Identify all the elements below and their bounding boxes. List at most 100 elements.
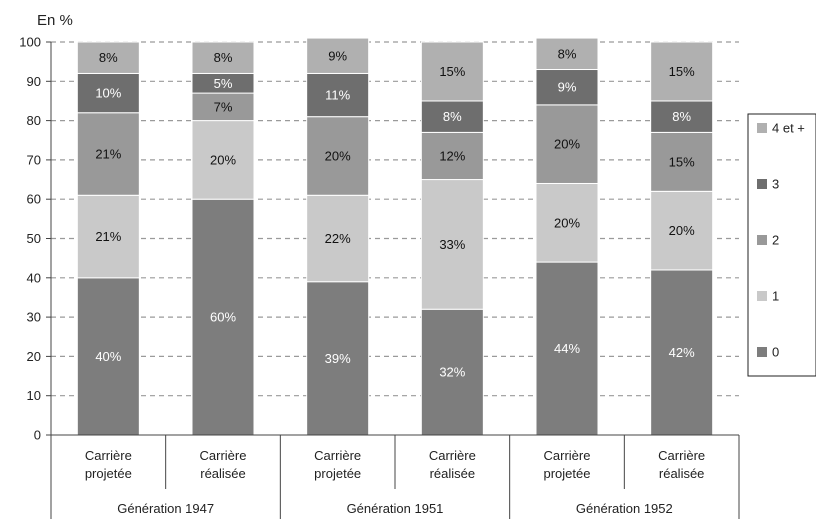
bar-segment	[650, 100, 714, 133]
legend-swatch	[757, 123, 767, 133]
data-label: 11%	[325, 88, 350, 103]
data-label: 20%	[210, 152, 236, 167]
x-category-label: réalisée	[659, 466, 705, 481]
x-category-label: Carrière	[429, 448, 476, 463]
bar-segment	[535, 69, 599, 106]
bar-segment	[650, 190, 714, 271]
legend-swatch	[757, 179, 767, 189]
data-label: 40%	[95, 349, 121, 364]
data-label: 10%	[95, 86, 121, 101]
y-tick-label: 10	[27, 388, 41, 403]
bar-segment	[535, 37, 599, 71]
data-label: 8%	[558, 46, 577, 61]
bar-segment	[191, 120, 255, 200]
x-category-label: Carrière	[544, 448, 591, 463]
y-tick-label: 60	[27, 192, 41, 207]
legend-entry: 4 et +	[772, 121, 805, 136]
data-label: 60%	[210, 310, 236, 325]
bar-segment	[650, 41, 714, 102]
legend-entry: 3	[772, 177, 779, 192]
data-label: 20%	[669, 223, 695, 238]
data-label: 44%	[554, 341, 580, 356]
y-tick-label: 80	[27, 113, 41, 128]
x-category-label: projetée	[314, 466, 361, 481]
data-label: 15%	[669, 64, 695, 79]
data-label: 9%	[558, 80, 577, 95]
bar-segment	[76, 194, 140, 279]
data-label: 8%	[214, 50, 233, 65]
bar-segment	[306, 194, 370, 283]
bar-segment	[420, 41, 484, 102]
data-label: 32%	[439, 365, 465, 380]
bar-segment	[306, 281, 370, 436]
data-label: 20%	[325, 148, 351, 163]
bar-stacks: 40% 21% 21% 10% 8% 60% 20% 7% 5% 8% 39% 22% 20% 11% 9%…	[76, 37, 714, 436]
x-category-label: Carrière	[658, 448, 705, 463]
data-label: 9%	[328, 48, 347, 63]
legend: 4 et + 3 2 1 0	[747, 113, 816, 377]
data-label: 33%	[439, 237, 465, 252]
legend-entry: 2	[772, 233, 779, 248]
bar-segment	[535, 261, 599, 436]
data-label: 7%	[214, 99, 233, 114]
data-label: 15%	[439, 64, 465, 79]
bar-segment	[420, 131, 484, 181]
x-axis: Carrière projetée Carrière réalisée Carrière…	[50, 434, 740, 519]
legend-swatch	[757, 291, 767, 301]
x-group-label: Génération 1952	[576, 501, 673, 516]
data-label: 21%	[95, 147, 121, 162]
bar-segment	[420, 308, 484, 436]
y-tick-label: 40	[27, 270, 41, 285]
bar-segment	[76, 72, 140, 114]
legend-swatch	[757, 235, 767, 245]
x-category-label: projetée	[85, 466, 132, 481]
bar-segment	[535, 104, 599, 184]
bar-segment	[191, 41, 255, 74]
x-category-label: réalisée	[430, 466, 476, 481]
legend-entry: 1	[772, 289, 779, 304]
bar-segment	[650, 131, 714, 192]
bar-segment	[420, 100, 484, 133]
y-tick-label: 20	[27, 349, 41, 364]
data-label: 12%	[439, 148, 465, 163]
y-axis-unit-label: En %	[37, 12, 73, 29]
data-label: 8%	[443, 109, 462, 124]
x-group-label: Génération 1947	[117, 501, 214, 516]
bar-segment	[191, 198, 255, 436]
data-label: 42%	[669, 345, 695, 360]
data-label: 8%	[672, 109, 691, 124]
bar-segment	[306, 72, 370, 118]
bar-segment	[76, 41, 140, 74]
x-category-label: projetée	[544, 466, 591, 481]
gridlines	[51, 41, 739, 397]
y-tick-label: 50	[27, 231, 41, 246]
y-tick-label: 100	[19, 35, 41, 50]
data-label: 15%	[669, 154, 695, 169]
data-label: 39%	[325, 351, 351, 366]
data-label: 5%	[214, 76, 233, 91]
y-tick-label: 70	[27, 152, 41, 167]
data-label: 22%	[325, 231, 351, 246]
bar-segment	[76, 112, 140, 196]
y-tick-label: 90	[27, 74, 41, 89]
data-label: 8%	[99, 50, 118, 65]
y-tick-label: 0	[34, 428, 41, 443]
data-label: 20%	[554, 215, 580, 230]
bar-segment	[76, 277, 140, 436]
legend-swatch	[757, 347, 767, 357]
x-category-label: Carrière	[314, 448, 361, 463]
bar-segment	[306, 116, 370, 196]
x-category-label: Carrière	[200, 448, 247, 463]
x-category-label: réalisée	[200, 466, 246, 481]
bar-segment	[420, 179, 484, 310]
x-group-label: Génération 1951	[347, 501, 444, 516]
bar-segment	[306, 37, 370, 74]
y-axis: 0 10 20 30 40 50 60 70 80 90 100	[19, 35, 52, 443]
y-tick-label: 30	[27, 310, 41, 325]
data-label: 21%	[95, 229, 121, 244]
x-category-label: Carrière	[85, 448, 132, 463]
legend-entry: 0	[772, 345, 779, 360]
bar-segment	[650, 269, 714, 436]
data-label: 20%	[554, 137, 580, 152]
